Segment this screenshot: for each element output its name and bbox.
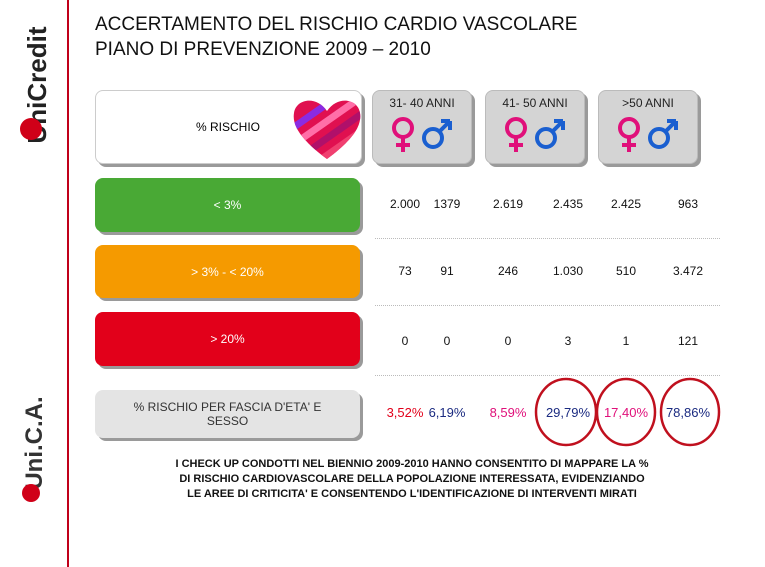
count-cell: 2.435 xyxy=(552,197,584,211)
count-cell: 121 xyxy=(677,334,699,348)
footer-line: LE AREE DI CRITICITA' E CONSENTENDO L'ID… xyxy=(187,488,637,500)
row-label: % RISCHIO PER FASCIA D'ETA' E SESSO xyxy=(133,400,322,428)
count-cell: 1 xyxy=(622,334,630,348)
count-cell: 3.472 xyxy=(672,264,704,278)
row-label: < 3% xyxy=(213,198,242,212)
separator xyxy=(375,375,720,376)
percent-cell: 6,19% xyxy=(428,405,466,420)
count-cell: 1.030 xyxy=(552,264,584,278)
gender-icon xyxy=(392,117,452,152)
percent-cell: 8,59% xyxy=(489,405,527,420)
row-box: > 3% - < 20% xyxy=(95,245,360,298)
heart-icon xyxy=(293,100,361,160)
footer-line: I CHECK UP CONDOTTI NEL BIENNIO 2009-201… xyxy=(175,458,649,470)
logo-mark xyxy=(22,484,40,502)
footer-line: DI RISCHIO CARDIOVASCOLARE DELLA POPOLAZ… xyxy=(179,473,645,485)
percent-cell: 78,86% xyxy=(665,405,711,420)
separator xyxy=(375,305,720,306)
gender-icon xyxy=(505,117,565,152)
count-cell: 510 xyxy=(615,264,637,278)
unica-logo: Uni.C.A. xyxy=(21,396,48,490)
count-cell: 91 xyxy=(440,264,454,278)
count-cell: 0 xyxy=(401,334,409,348)
count-cell: 3 xyxy=(564,334,572,348)
column-label: 31- 40 ANNI xyxy=(389,96,455,110)
sidebar-line xyxy=(67,0,69,567)
title: PIANO DI PREVENZIONE 2009 – 2010 xyxy=(95,39,431,60)
count-cell: 963 xyxy=(677,197,699,211)
corner-label: % RISCHIO xyxy=(196,120,261,134)
column-header: 31- 40 ANNI xyxy=(372,90,472,164)
count-cell: 1379 xyxy=(433,197,461,211)
percent-cell: 3,52% xyxy=(386,405,424,420)
count-cell: 73 xyxy=(398,264,412,278)
count-cell: 2.000 xyxy=(389,197,421,211)
count-cell: 2.425 xyxy=(610,197,642,211)
row-box: % RISCHIO PER FASCIA D'ETA' E SESSO xyxy=(95,390,360,438)
column-header: 41- 50 ANNI xyxy=(485,90,585,164)
logo-mark xyxy=(20,118,42,140)
gender-icon xyxy=(618,117,678,152)
percent-cell: 17,40% xyxy=(603,405,649,420)
row-box: > 20% xyxy=(95,312,360,366)
column-header: >50 ANNI xyxy=(598,90,698,164)
title: ACCERTAMENTO DEL RISCHIO CARDIO VASCOLAR… xyxy=(95,14,578,35)
highlight-circles xyxy=(534,377,721,447)
percent-cell: 29,79% xyxy=(545,405,591,420)
row-box: < 3% xyxy=(95,178,360,232)
column-label: 41- 50 ANNI xyxy=(502,96,568,110)
count-cell: 246 xyxy=(497,264,519,278)
count-cell: 0 xyxy=(443,334,451,348)
row-label: > 20% xyxy=(210,332,245,346)
separator xyxy=(375,238,720,239)
count-cell: 2.619 xyxy=(492,197,524,211)
row-label: > 3% - < 20% xyxy=(191,264,264,279)
count-cell: 0 xyxy=(504,334,512,348)
column-label: >50 ANNI xyxy=(622,96,674,110)
